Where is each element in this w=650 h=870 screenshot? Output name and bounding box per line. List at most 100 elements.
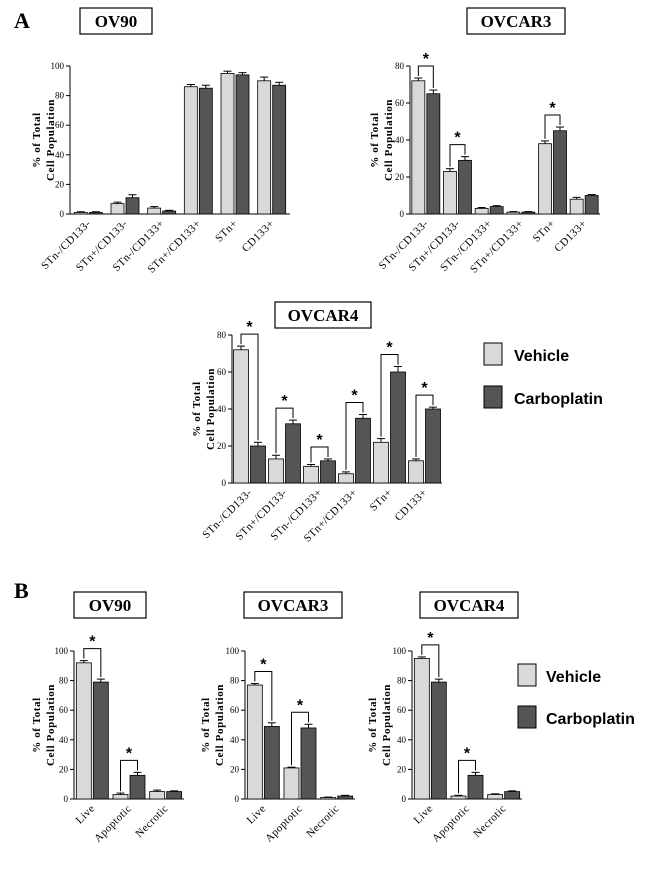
significance-star-apoptotic: * [464, 745, 471, 762]
bar-carboplatin-stn [390, 371, 406, 484]
bar-carboplatin-stn-cd133 [426, 93, 441, 215]
bar-vehicle-stn [373, 441, 389, 484]
y-tick-label: 0 [402, 794, 407, 804]
y-axis-label-line2: Cell Population [45, 684, 57, 766]
bar-carboplatin-live [430, 681, 447, 800]
significance-star-stn-cd133: * [316, 432, 323, 449]
y-tick-label: 60 [397, 705, 407, 715]
significance-star-stn-cd133: * [423, 51, 430, 68]
x-tick-label-necrotic: Necrotic [133, 803, 171, 841]
y-tick-label: 20 [59, 764, 69, 774]
y-tick-label: 60 [59, 705, 69, 715]
significance-star-live: * [260, 657, 267, 674]
chart-b-ov90: OV90 0 20 40 60 80 100 % of Total Cell Populatio… [31, 591, 184, 845]
y-tick-label: 60 [395, 98, 405, 108]
legend-b: Vehicle Carboplatin [517, 663, 635, 729]
y-tick-label: 20 [397, 764, 407, 774]
bar-vehicle-cd133 [408, 460, 424, 484]
bar-carboplatin-cd133 [272, 84, 287, 215]
bar-vehicle-necrotic [149, 791, 166, 800]
bar-vehicle-necrotic [487, 794, 504, 800]
chart-title: OVCAR4 [434, 596, 505, 615]
x-tick-label-apoptotic: Apoptotic [92, 803, 134, 845]
significance-star-stn-cd133: * [351, 388, 358, 405]
y-tick-label: 0 [64, 794, 69, 804]
legend-swatch-vehicle [483, 342, 503, 366]
chart-title: OVCAR3 [258, 596, 329, 615]
bar-vehicle-cd133 [569, 198, 584, 215]
significance-bracket-apoptotic [458, 759, 476, 794]
bar-carboplatin-cd133 [584, 195, 599, 215]
chart-a-ovcar4: OVCAR4 0 20 40 60 80 % of Total Cell Population… [191, 301, 442, 545]
significance-bracket-stn [380, 353, 399, 437]
chart-title: OV90 [95, 12, 138, 31]
bar-carboplatin-necrotic [504, 791, 521, 800]
significance-bracket-stn-cd133 [240, 333, 259, 441]
significance-bracket-apoptotic [120, 759, 138, 792]
legend-label-vehicle: Vehicle [546, 669, 601, 686]
bar-carboplatin-stn-cd133 [320, 460, 336, 484]
chart-title-box [243, 591, 343, 619]
y-tick-label: 0 [60, 209, 65, 219]
y-axis-label-line2: Cell Population [214, 684, 226, 766]
bar-vehicle-live [413, 658, 430, 800]
chart-title-box [419, 591, 519, 619]
bar-vehicle-live [75, 662, 92, 800]
y-axis-label-line1: % of Total [367, 697, 379, 753]
bar-carboplatin-live [92, 681, 109, 800]
bar-vehicle-apoptotic [283, 767, 300, 800]
significance-bracket-stn-cd133 [310, 446, 329, 463]
x-tick-label-live: Live [245, 803, 269, 827]
x-tick-label-apoptotic: Apoptotic [263, 803, 305, 845]
significance-star-stn: * [549, 100, 556, 117]
chart-b-ovcar4: OVCAR4 0 20 40 60 80 100 % of Total Cell Populat… [367, 591, 522, 845]
bar-vehicle-stn-cd133 [303, 465, 319, 484]
bar-vehicle-stn [538, 143, 552, 215]
y-axis-label-line1: % of Total [31, 697, 43, 753]
y-tick-label: 40 [397, 735, 407, 745]
significance-star-stn: * [386, 339, 393, 356]
significance-star-cd133: * [421, 380, 428, 397]
y-tick-label: 20 [395, 172, 405, 182]
panel-label-b: B [14, 578, 29, 603]
y-tick-label: 100 [55, 646, 69, 656]
y-tick-label: 80 [230, 676, 240, 686]
x-tick-label-necrotic: Necrotic [304, 803, 342, 841]
y-tick-label: 100 [393, 646, 407, 656]
y-axis-label-line1: % of Total [200, 697, 212, 753]
bar-vehicle-stn-cd133 [268, 458, 284, 484]
y-tick-label: 80 [55, 91, 65, 101]
y-tick-label: 0 [400, 209, 405, 219]
bar-vehicle-stn-cd133 [147, 207, 162, 215]
x-tick-label-stn: STn+ [213, 218, 240, 245]
significance-bracket-stn [544, 114, 561, 139]
bar-vehicle-stn-cd133 [183, 86, 198, 215]
y-tick-label: 0 [235, 794, 240, 804]
bar-carboplatin-stn-cd133 [198, 87, 213, 215]
bar-vehicle-stn-cd133 [110, 203, 125, 215]
significance-bracket-live [83, 648, 102, 678]
chart-title-box [73, 591, 147, 619]
bar-vehicle-stn-cd133 [443, 171, 457, 215]
x-tick-label-necrotic: Necrotic [471, 803, 509, 841]
y-axis-label-line1: % of Total [191, 381, 203, 437]
legend-swatch-vehicle [517, 663, 537, 687]
bar-carboplatin-necrotic [166, 791, 183, 800]
significance-star-apoptotic: * [297, 697, 304, 714]
bar-carboplatin-stn-cd133 [162, 210, 177, 215]
bar-vehicle-necrotic [320, 797, 337, 800]
significance-bracket-stn-cd133 [417, 65, 434, 89]
y-tick-label: 80 [395, 61, 405, 71]
x-tick-label-cd133: CD133+ [240, 218, 277, 255]
significance-star-apoptotic: * [126, 745, 133, 762]
y-tick-label: 20 [230, 764, 240, 774]
y-tick-label: 80 [59, 676, 69, 686]
bar-vehicle-stn-cd133 [411, 80, 426, 215]
y-tick-label: 40 [230, 735, 240, 745]
bar-carboplatin-stn-cd133 [285, 423, 301, 484]
bar-carboplatin-stn-cd133 [489, 206, 504, 215]
significance-bracket-stn-cd133 [449, 144, 466, 167]
legend-swatch-carboplatin [517, 705, 537, 729]
